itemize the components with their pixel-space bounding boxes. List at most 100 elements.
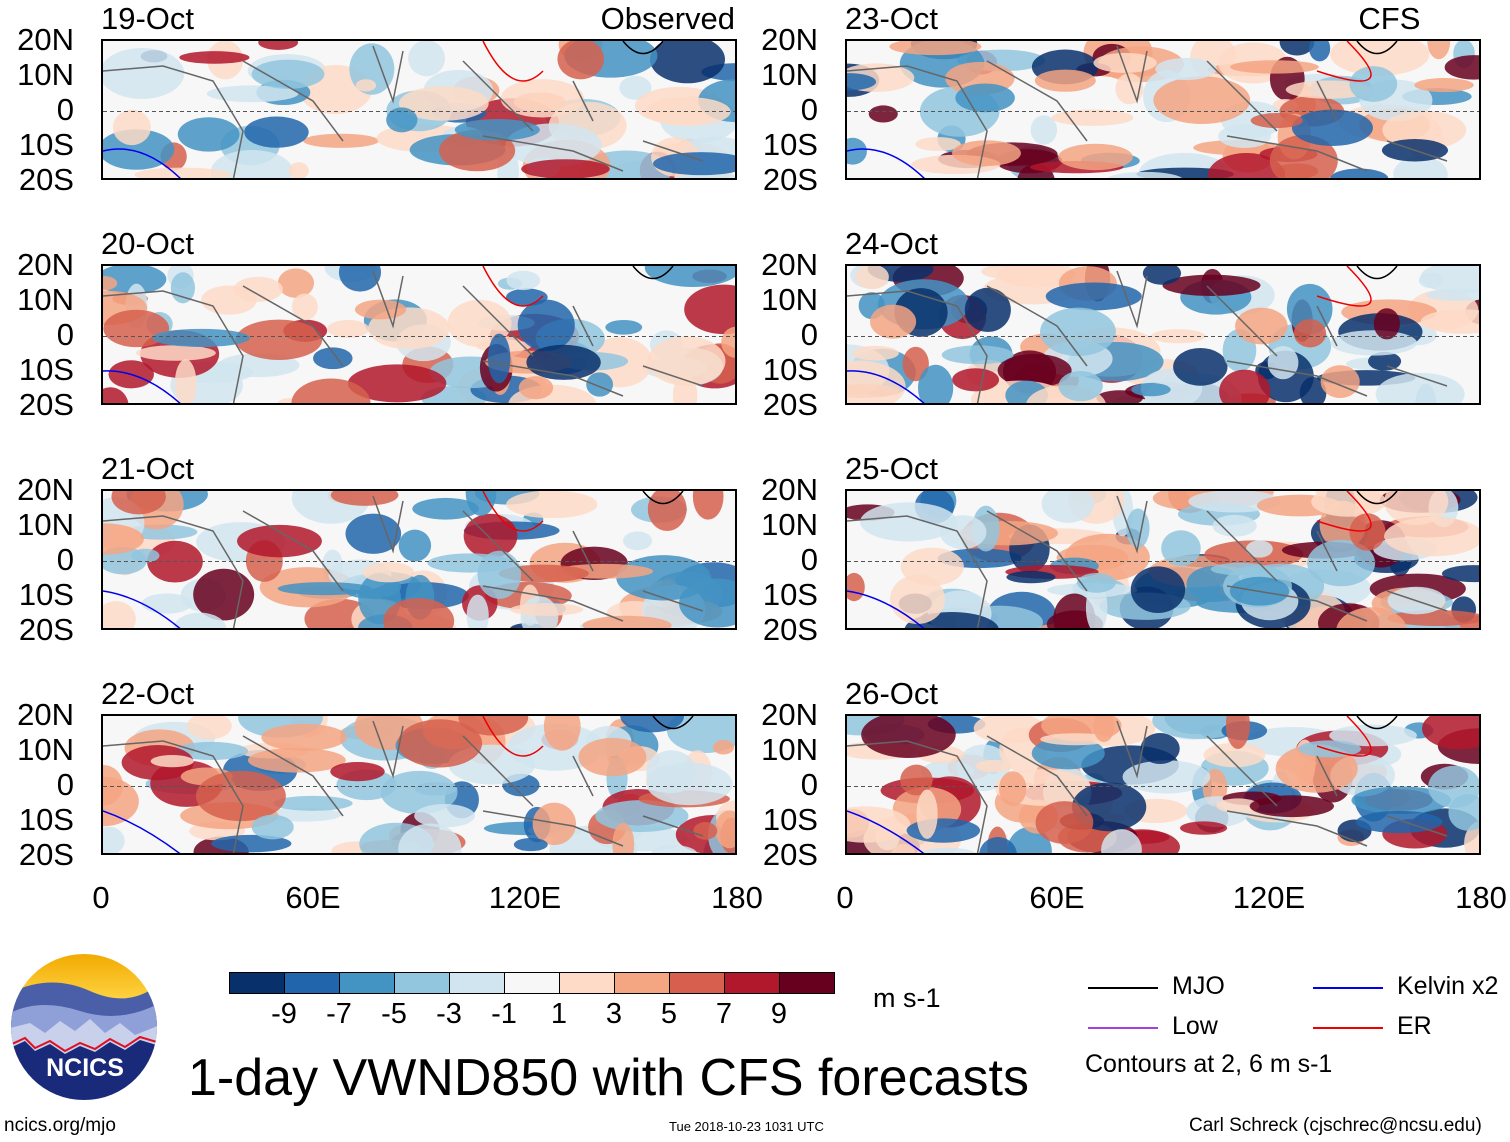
lat-tick-label: 20N <box>761 472 818 507</box>
anomaly-blob <box>398 86 489 121</box>
anomaly-blob <box>414 782 458 796</box>
anomaly-blob <box>646 762 733 806</box>
anomaly-blob <box>692 491 724 520</box>
anomaly-blob <box>861 716 956 758</box>
anomaly-blob <box>715 810 735 849</box>
lat-tick-label: 20S <box>762 387 818 422</box>
coastline <box>103 720 704 853</box>
anomaly-blob <box>1441 565 1479 583</box>
anomaly-blob <box>134 167 231 178</box>
anomaly-blob <box>398 823 462 853</box>
anomaly-blob <box>612 822 635 853</box>
anomaly-blob <box>206 85 299 103</box>
colorbar-swatch <box>339 972 395 994</box>
footer-url[interactable]: ncics.org/mjo <box>4 1115 116 1136</box>
anomaly-blob <box>1393 156 1448 178</box>
anomaly-blob <box>1384 516 1479 557</box>
anomaly-blob <box>900 764 933 796</box>
anomaly-blob <box>247 747 346 773</box>
anomaly-blob <box>605 319 643 335</box>
lat-tick-label: 10S <box>762 577 818 612</box>
anomaly-blob <box>973 716 1045 744</box>
column-label: Observed <box>600 1 735 36</box>
anomaly-blob <box>1298 740 1362 758</box>
anomaly-blob <box>291 293 318 321</box>
anomaly-blob <box>586 372 614 397</box>
anomaly-blob <box>103 826 125 853</box>
anomaly-blob <box>1285 80 1371 99</box>
er-contour <box>1316 41 1372 82</box>
anomaly-blob <box>291 378 371 403</box>
er-contour <box>1316 266 1372 307</box>
colorbar-swatch <box>669 972 725 994</box>
anomaly-blob <box>237 524 322 558</box>
lat-tick-label: 10N <box>761 57 818 92</box>
mjo-contour <box>1356 491 1398 505</box>
anomaly-blob <box>458 716 529 736</box>
anomaly-blob <box>679 578 735 628</box>
anomaly-blob <box>1207 153 1286 178</box>
anomaly-blob <box>1077 572 1116 593</box>
anomaly-blob <box>354 299 407 320</box>
coastline <box>847 720 1448 853</box>
panel-date: 26-Oct <box>845 676 939 711</box>
anomaly-blob <box>177 117 240 152</box>
anomaly-blob <box>890 574 945 624</box>
anomaly-blob <box>258 41 299 50</box>
lat-tick-label: 20N <box>17 697 74 732</box>
anomaly-blob <box>693 822 718 840</box>
colorbar-swatch <box>229 972 285 994</box>
anomaly-blob <box>235 319 323 360</box>
anomaly-blob <box>1040 733 1111 746</box>
lon-tick-label: 120E <box>488 880 562 915</box>
anomaly-blob <box>386 107 418 133</box>
lat-tick-label: 10S <box>18 802 74 837</box>
er-contour <box>482 266 544 307</box>
er-contour <box>482 716 544 757</box>
anomaly-blob <box>521 159 610 178</box>
colorbar-swatch <box>449 972 505 994</box>
anomaly-blob <box>408 41 445 77</box>
ncics-logo: NCICS <box>11 954 157 1100</box>
anomaly-blob <box>1444 55 1479 80</box>
anomaly-blob <box>273 795 353 811</box>
anomaly-blob <box>1427 41 1451 60</box>
panel-date: 24-Oct <box>845 226 939 261</box>
legend-label: ER <box>1397 1012 1432 1040</box>
lon-tick-label: 60E <box>285 880 341 915</box>
anomaly-blob <box>414 803 475 828</box>
anomaly-blob <box>506 270 541 291</box>
anomaly-blob <box>111 491 166 515</box>
panel-date: 20-Oct <box>101 226 195 261</box>
anomaly-blob <box>1216 798 1260 814</box>
panel-date: 25-Oct <box>845 451 939 486</box>
anomaly-blob <box>251 814 294 840</box>
coastline <box>103 495 704 628</box>
anomaly-field <box>103 41 735 178</box>
anomaly-blob <box>916 789 938 839</box>
anomaly-blob <box>174 359 197 403</box>
colorbar-tick-label: -5 <box>381 998 407 1030</box>
anomaly-blob <box>1162 274 1261 297</box>
lat-tick-label: 0 <box>800 92 818 127</box>
anomaly-blob <box>1420 309 1479 334</box>
anomaly-blob <box>170 272 196 304</box>
anomaly-blob <box>174 741 249 761</box>
anomaly-blob <box>397 719 483 768</box>
anomaly-blob <box>313 347 353 370</box>
anomaly-blob <box>1142 266 1182 285</box>
anomaly-blob <box>1418 272 1444 289</box>
lat-tick-label: 20N <box>761 22 818 57</box>
map-panel <box>101 39 737 180</box>
kelvin-contour <box>103 810 181 853</box>
lat-tick-label: 0 <box>56 542 74 577</box>
anomaly-blob <box>653 152 735 176</box>
anomaly-blob <box>1225 716 1250 749</box>
er-contour <box>482 491 544 532</box>
kelvin-contour <box>103 370 181 403</box>
anomaly-blob <box>112 109 151 146</box>
anomaly-blob <box>347 364 447 403</box>
anomaly-blob <box>1140 733 1180 765</box>
anomaly-blob <box>1286 283 1333 335</box>
lon-tick-label: 120E <box>1232 880 1306 915</box>
